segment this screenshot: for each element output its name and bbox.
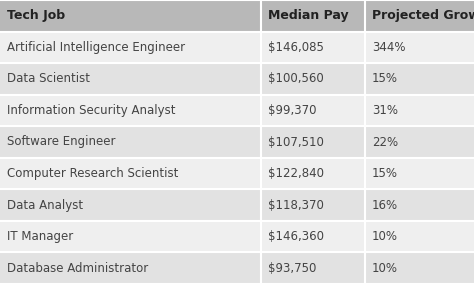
Bar [0, 221, 261, 252]
Bar [0, 252, 261, 284]
Text: $100,560: $100,560 [268, 72, 324, 85]
Bar [365, 0, 474, 32]
Text: Information Security Analyst: Information Security Analyst [7, 104, 175, 117]
Bar [365, 95, 474, 126]
Bar [261, 0, 365, 32]
Bar [261, 63, 365, 95]
Bar [261, 189, 365, 221]
Text: 15%: 15% [372, 167, 398, 180]
Bar [365, 158, 474, 189]
Text: 16%: 16% [372, 199, 398, 212]
Text: Computer Research Scientist: Computer Research Scientist [7, 167, 179, 180]
Bar [0, 158, 261, 189]
Text: $107,510: $107,510 [268, 135, 324, 149]
Text: Median Pay: Median Pay [268, 9, 348, 22]
Text: Software Engineer: Software Engineer [7, 135, 116, 149]
Text: $146,360: $146,360 [268, 230, 324, 243]
Bar [0, 0, 261, 32]
Bar [0, 189, 261, 221]
Text: $122,840: $122,840 [268, 167, 324, 180]
Text: $146,085: $146,085 [268, 41, 324, 54]
Bar [261, 126, 365, 158]
Bar [0, 32, 261, 63]
Bar [261, 252, 365, 284]
Text: $99,370: $99,370 [268, 104, 316, 117]
Text: 10%: 10% [372, 262, 398, 275]
Bar [261, 95, 365, 126]
Bar [261, 158, 365, 189]
Text: Database Administrator: Database Administrator [7, 262, 148, 275]
Bar [365, 32, 474, 63]
Text: Data Analyst: Data Analyst [7, 199, 83, 212]
Text: 15%: 15% [372, 72, 398, 85]
Bar [365, 63, 474, 95]
Text: 10%: 10% [372, 230, 398, 243]
Bar [365, 221, 474, 252]
Text: 344%: 344% [372, 41, 406, 54]
Text: IT Manager: IT Manager [7, 230, 73, 243]
Text: $118,370: $118,370 [268, 199, 324, 212]
Text: 22%: 22% [372, 135, 398, 149]
Bar [261, 221, 365, 252]
Text: Tech Job: Tech Job [7, 9, 65, 22]
Bar [0, 95, 261, 126]
Text: Artificial Intelligence Engineer: Artificial Intelligence Engineer [7, 41, 185, 54]
Text: $93,750: $93,750 [268, 262, 316, 275]
Bar [365, 126, 474, 158]
Text: Projected Growth Rate: Projected Growth Rate [372, 9, 474, 22]
Text: Data Scientist: Data Scientist [7, 72, 90, 85]
Bar [261, 32, 365, 63]
Bar [0, 126, 261, 158]
Bar [0, 63, 261, 95]
Bar [365, 189, 474, 221]
Text: 31%: 31% [372, 104, 398, 117]
Bar [365, 252, 474, 284]
